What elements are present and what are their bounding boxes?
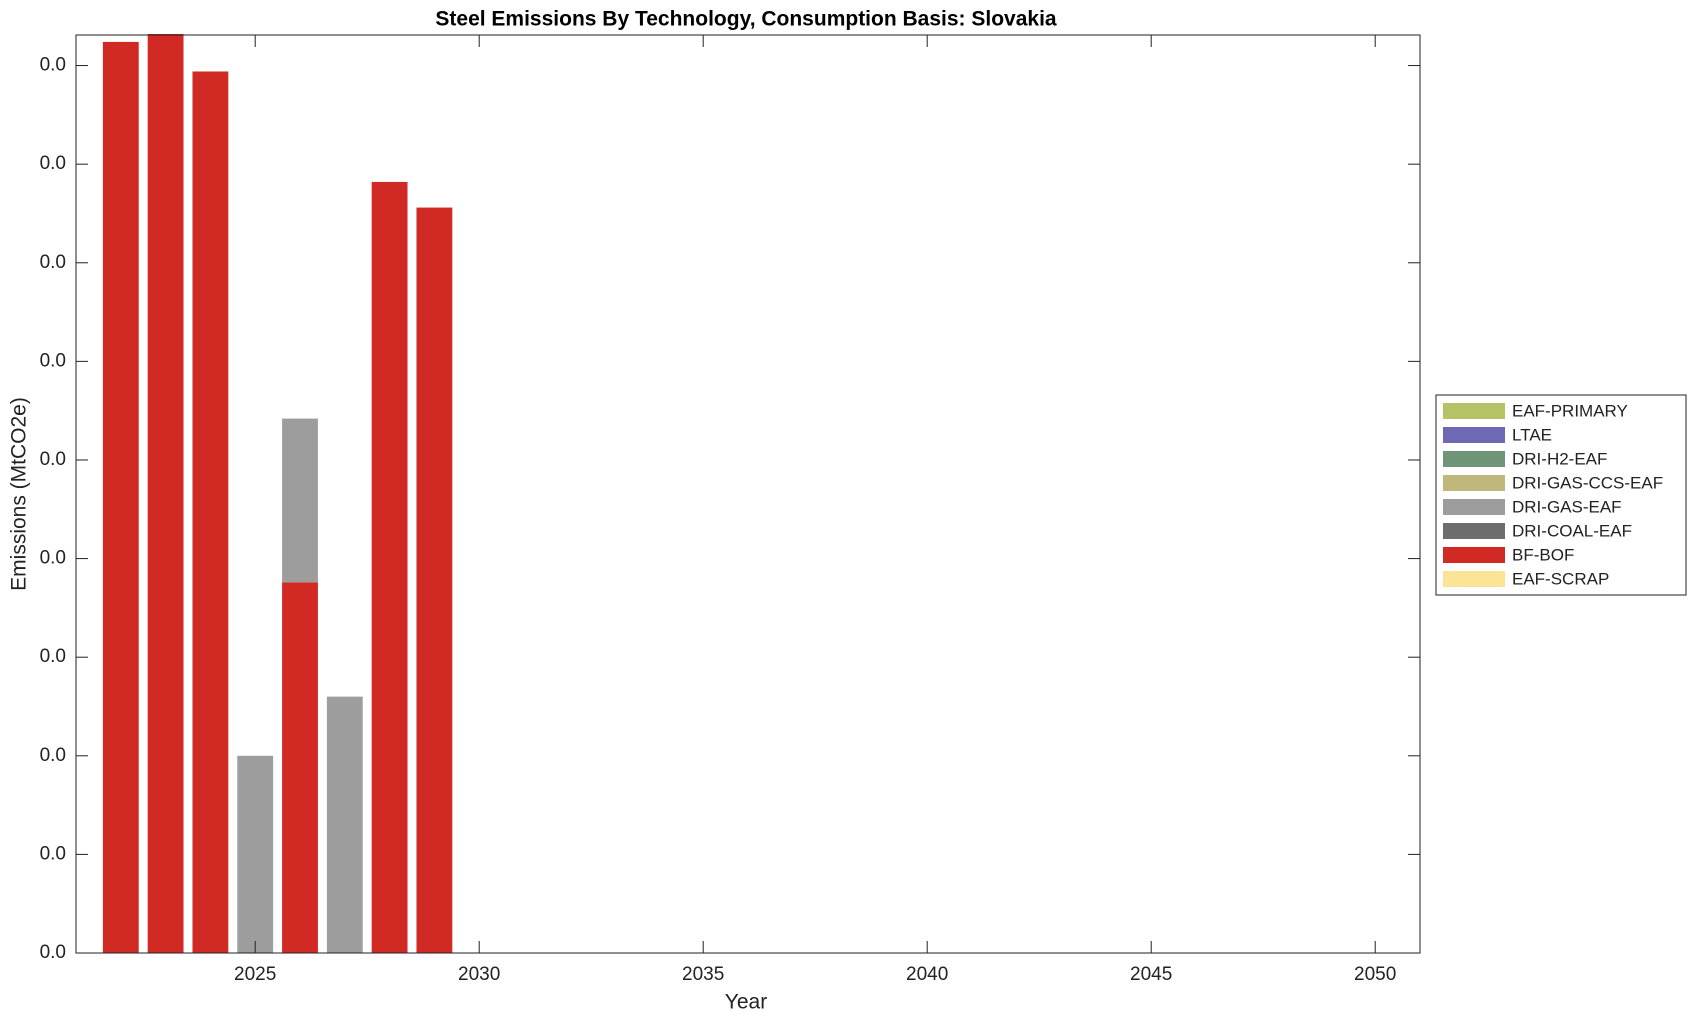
legend-label: EAF-PRIMARY: [1512, 401, 1628, 420]
chart-title: Steel Emissions By Technology, Consumpti…: [435, 8, 1057, 31]
legend-label: DRI-GAS-EAF: [1512, 497, 1622, 516]
y-tick-label: 0.0: [40, 449, 66, 470]
bar-segment: [192, 71, 229, 954]
bar-segment: [102, 41, 139, 953]
y-axis-title: Emissions (MtCO2e): [8, 397, 31, 591]
x-tick-label: 2040: [906, 964, 948, 985]
y-tick-label: 0.0: [40, 843, 66, 864]
legend-swatch: [1443, 427, 1505, 443]
bar-segment: [282, 418, 318, 583]
y-tick-label: 0.0: [40, 252, 66, 273]
y-tick-label: 0.0: [40, 745, 66, 766]
bar-segment: [282, 582, 318, 953]
legend-label: DRI-GAS-CCS-EAF: [1512, 473, 1663, 492]
legend-swatch: [1443, 451, 1505, 467]
legend-label: EAF-SCRAP: [1512, 569, 1609, 588]
y-tick-label: 0.0: [40, 646, 66, 667]
bar-segment: [147, 34, 184, 953]
legend-swatch: [1443, 571, 1505, 587]
legend-label: DRI-H2-EAF: [1512, 449, 1607, 468]
bar-segment: [326, 696, 363, 953]
x-tick-label: 2030: [458, 964, 500, 985]
bar-segment: [237, 755, 274, 953]
legend-label: BF-BOF: [1512, 545, 1574, 564]
legend-swatch: [1443, 403, 1505, 419]
x-tick-label: 2035: [682, 964, 724, 985]
x-axis-title: Year: [725, 991, 767, 1014]
legend-label: LTAE: [1512, 425, 1552, 444]
y-tick-label: 0.0: [40, 942, 66, 963]
x-tick-label: 2045: [1130, 964, 1172, 985]
legend-label: DRI-COAL-EAF: [1512, 521, 1632, 540]
legend-swatch: [1443, 475, 1505, 491]
y-tick-label: 0.0: [40, 350, 66, 371]
y-tick-label: 0.0: [40, 153, 66, 174]
x-tick-label: 2025: [234, 964, 276, 985]
bar-segment: [416, 207, 453, 953]
y-tick-label: 0.0: [40, 55, 66, 76]
legend-swatch: [1443, 547, 1505, 563]
y-tick-label: 0.0: [40, 548, 66, 569]
bar-segment: [371, 181, 408, 954]
legend-swatch: [1443, 499, 1505, 515]
legend-swatch: [1443, 523, 1505, 539]
legend-box: [1435, 394, 1687, 596]
plot-frame: [75, 34, 1421, 954]
x-tick-label: 2050: [1354, 964, 1396, 985]
